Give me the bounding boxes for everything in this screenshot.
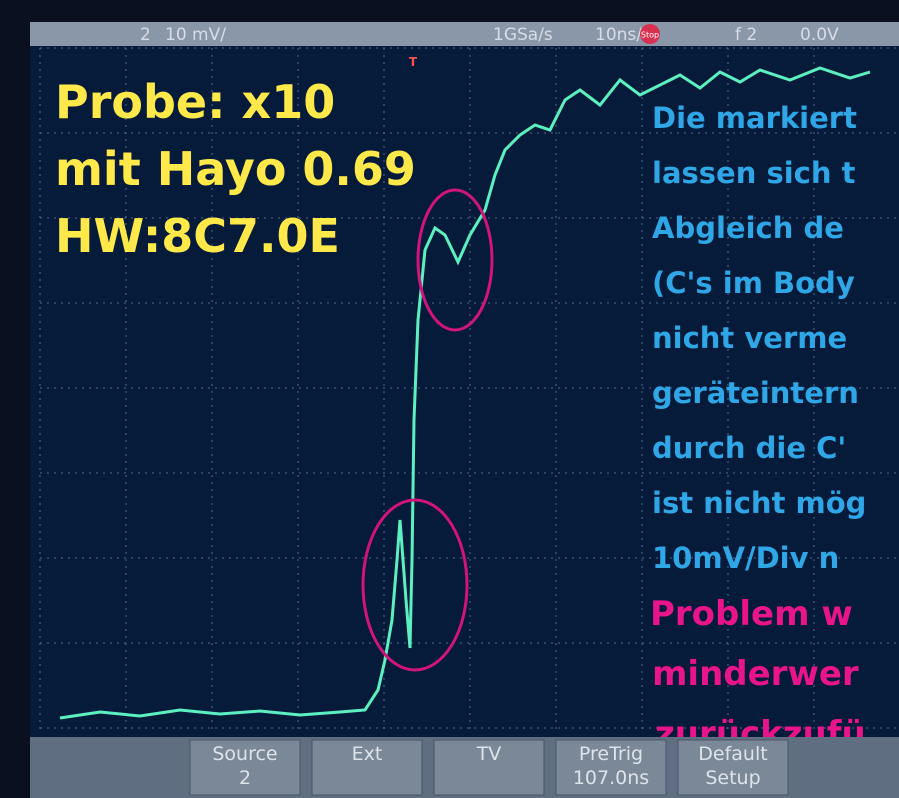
softkey bbox=[677, 739, 789, 796]
note-line: geräteintern bbox=[652, 376, 859, 410]
status-bar bbox=[30, 22, 899, 46]
probe-line: Probe: x10 bbox=[55, 75, 335, 129]
conclusion-line: Problem w bbox=[650, 594, 853, 634]
note-line: Die markiert bbox=[652, 101, 857, 135]
note-annotation: Die markiert lassen sich t Abgleich de (C's… bbox=[652, 101, 866, 575]
waveform-trace bbox=[59, 66, 871, 720]
note-line: (C's im Body bbox=[652, 266, 855, 300]
trigger-level: 0.0V bbox=[800, 25, 839, 45]
probe-annotation: Probe: x10 mit Hayo 0.69 HW:8C7.0E bbox=[55, 75, 416, 263]
note-line: durch die C' bbox=[652, 431, 846, 465]
softkey-value: 107.0ns bbox=[573, 767, 649, 789]
softkey bbox=[311, 739, 423, 796]
highlight-ellipse bbox=[416, 188, 494, 332]
vertical-scale: 10 mV/ bbox=[165, 25, 226, 45]
trigger-source: f 2 bbox=[735, 25, 757, 45]
trigger-marker: T bbox=[409, 55, 418, 69]
softkey-value: 2 bbox=[239, 767, 251, 789]
softkey bbox=[189, 739, 301, 796]
softkey-label: TV bbox=[476, 743, 502, 765]
softkey bbox=[555, 739, 667, 796]
conclusion-line: minderwer bbox=[652, 654, 859, 694]
softkey bbox=[433, 739, 545, 796]
sample-rate: 1GSa/s bbox=[493, 25, 553, 45]
note-line: Abgleich de bbox=[652, 211, 844, 245]
probe-line: mit Hayo 0.69 bbox=[55, 142, 416, 196]
softkey-label: Default bbox=[698, 743, 767, 765]
softkey-value: Setup bbox=[705, 767, 760, 789]
softkey-label: Source bbox=[212, 743, 277, 765]
softkey-label: PreTrig bbox=[579, 743, 643, 765]
run-indicator bbox=[640, 24, 660, 44]
grid bbox=[39, 47, 899, 730]
softkey-label: Ext bbox=[352, 743, 383, 765]
highlight-ellipse bbox=[361, 498, 469, 672]
channel-number: 2 bbox=[140, 25, 151, 45]
run-state: Stop bbox=[641, 31, 659, 40]
note-line: 10mV/Div n bbox=[652, 541, 839, 575]
note-line: nicht verme bbox=[652, 321, 847, 355]
probe-line: HW:8C7.0E bbox=[55, 209, 340, 263]
timebase: 10ns/ bbox=[595, 25, 642, 45]
note-line: lassen sich t bbox=[652, 156, 856, 190]
note-line: ist nicht mög bbox=[652, 486, 866, 520]
